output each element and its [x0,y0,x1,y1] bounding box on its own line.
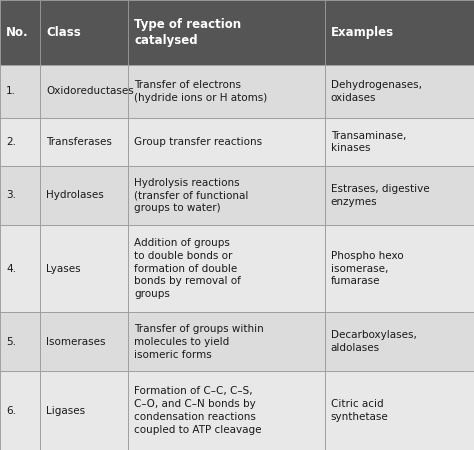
Text: Transferases: Transferases [46,137,112,147]
Text: Addition of groups
to double bonds or
formation of double
bonds by removal of
gr: Addition of groups to double bonds or fo… [134,238,241,299]
Bar [0,166,40,225]
Bar [40,118,128,166]
Bar [128,166,325,225]
Bar [128,225,325,312]
Text: Lyases: Lyases [46,264,81,274]
Text: Examples: Examples [331,26,394,39]
Text: Formation of C–C, C–S,
C–O, and C–N bonds by
condensation reactions
coupled to A: Formation of C–C, C–S, C–O, and C–N bond… [134,387,262,435]
Text: Hydrolysis reactions
(transfer of functional
groups to water): Hydrolysis reactions (transfer of functi… [134,178,248,213]
Bar [128,0,325,65]
Bar [40,0,128,65]
Text: Estrases, digestive
enzymes: Estrases, digestive enzymes [331,184,429,207]
Text: Oxidoreductases: Oxidoreductases [46,86,134,96]
Text: 1.: 1. [6,86,16,96]
Text: Transaminase,
kinases: Transaminase, kinases [331,130,406,153]
Bar [40,312,128,371]
Text: Isomerases: Isomerases [46,337,106,347]
Text: 3.: 3. [6,190,16,200]
Bar [40,225,128,312]
Text: 5.: 5. [6,337,16,347]
Bar [40,65,128,118]
Text: Decarboxylases,
aldolases: Decarboxylases, aldolases [331,330,417,353]
Bar [325,166,474,225]
Text: Dehydrogenases,
oxidases: Dehydrogenases, oxidases [331,80,422,103]
Bar [0,312,40,371]
Bar [0,118,40,166]
Bar [325,118,474,166]
Bar [0,371,40,450]
Bar [325,225,474,312]
Bar [325,0,474,65]
Bar [40,371,128,450]
Bar [128,371,325,450]
Bar [325,65,474,118]
Text: Group transfer reactions: Group transfer reactions [134,137,262,147]
Text: 6.: 6. [6,405,16,416]
Text: Citric acid
synthetase: Citric acid synthetase [331,399,389,422]
Text: Class: Class [46,26,81,39]
Bar [128,118,325,166]
Text: Type of reaction
catalysed: Type of reaction catalysed [134,18,241,47]
Bar [325,371,474,450]
Text: 2.: 2. [6,137,16,147]
Text: Transfer of electrons
(hydride ions or H atoms): Transfer of electrons (hydride ions or H… [134,80,267,103]
Bar [0,0,40,65]
Text: Transfer of groups within
molecules to yield
isomeric forms: Transfer of groups within molecules to y… [134,324,264,360]
Text: Phospho hexo
isomerase,
fumarase: Phospho hexo isomerase, fumarase [331,251,403,286]
Text: Hydrolases: Hydrolases [46,190,104,200]
Bar [325,312,474,371]
Bar [0,225,40,312]
Bar [0,65,40,118]
Bar [128,312,325,371]
Text: No.: No. [6,26,29,39]
Bar [128,65,325,118]
Text: 4.: 4. [6,264,16,274]
Bar [40,166,128,225]
Text: Ligases: Ligases [46,405,86,416]
